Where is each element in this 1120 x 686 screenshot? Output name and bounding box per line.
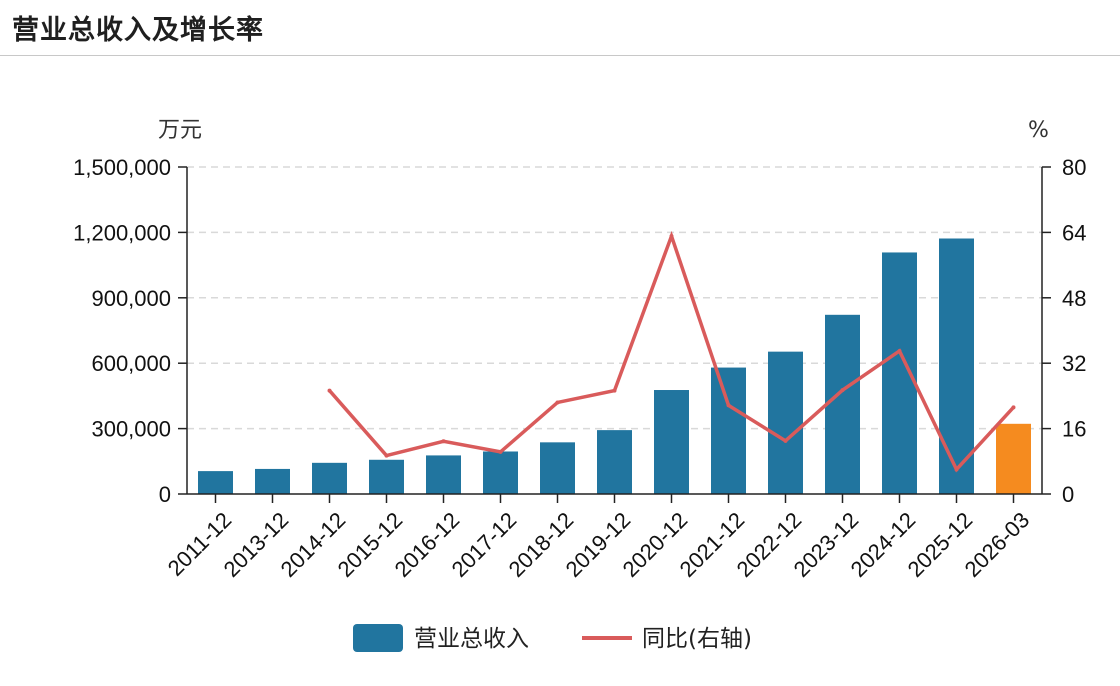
- growth-point-2023-12[interactable]: [840, 388, 845, 393]
- growth-point-2018-12[interactable]: [555, 400, 560, 405]
- bar-2026-03[interactable]: [996, 423, 1031, 494]
- bar-2020-12[interactable]: [654, 390, 689, 494]
- growth-point-2020-12[interactable]: [669, 234, 674, 239]
- growth-point-2024-12[interactable]: [897, 348, 902, 353]
- bar-2013-12[interactable]: [255, 468, 290, 494]
- chart-header: 营业总收入及增长率: [0, 0, 1120, 56]
- legend-line-label[interactable]: 同比(右轴): [642, 626, 752, 652]
- growth-point-2019-12[interactable]: [612, 388, 617, 393]
- growth-point-2014-12[interactable]: [327, 388, 332, 393]
- left-tick-label: 0: [159, 482, 171, 507]
- bar-2025-12[interactable]: [939, 238, 974, 494]
- bar-2019-12[interactable]: [597, 430, 632, 494]
- growth-point-2015-12[interactable]: [384, 453, 389, 458]
- bar-2015-12[interactable]: [369, 459, 404, 494]
- bar-2018-12[interactable]: [540, 442, 575, 494]
- legend-bar-label[interactable]: 营业总收入: [414, 626, 529, 652]
- bar-2017-12[interactable]: [483, 451, 518, 494]
- left-tick-label: 1,200,000: [73, 220, 171, 245]
- growth-point-2025-12[interactable]: [954, 467, 959, 472]
- bar-2023-12[interactable]: [825, 314, 860, 494]
- legend-bar-swatch[interactable]: [353, 624, 403, 652]
- right-tick-label: 16: [1062, 417, 1086, 442]
- growth-point-2022-12[interactable]: [783, 438, 788, 443]
- left-axis-unit: 万元: [158, 118, 202, 143]
- right-tick-label: 0: [1062, 482, 1074, 507]
- right-tick-label: 48: [1062, 286, 1086, 311]
- growth-point-2017-12[interactable]: [498, 449, 503, 454]
- bar-2022-12[interactable]: [768, 351, 803, 494]
- bar-series: [198, 238, 1031, 494]
- bar-2016-12[interactable]: [426, 455, 461, 494]
- axes: 0 300,000 600,000 900,000 1,200,000 1,500,000…: [73, 155, 1086, 582]
- left-tick-label: 600,000: [91, 351, 171, 376]
- bar-2014-12[interactable]: [312, 462, 347, 494]
- growth-point-2026-03[interactable]: [1011, 405, 1016, 410]
- left-tick-label: 1,500,000: [73, 155, 171, 180]
- growth-point-2016-12[interactable]: [441, 439, 446, 444]
- right-tick-label: 80: [1062, 155, 1086, 180]
- bar-2011-12[interactable]: [198, 471, 233, 494]
- left-tick-label: 900,000: [91, 286, 171, 311]
- line-series: [327, 230, 1016, 473]
- growth-point-2021-12[interactable]: [726, 403, 731, 408]
- right-tick-label: 64: [1062, 220, 1086, 245]
- right-axis-unit: %: [1028, 118, 1049, 143]
- chart-title: 营业总收入及增长率: [12, 15, 264, 46]
- left-tick-label: 300,000: [91, 417, 171, 442]
- bar-2021-12[interactable]: [711, 367, 746, 494]
- legend: 营业总收入 同比(右轴): [353, 624, 752, 652]
- right-tick-label: 32: [1062, 351, 1086, 376]
